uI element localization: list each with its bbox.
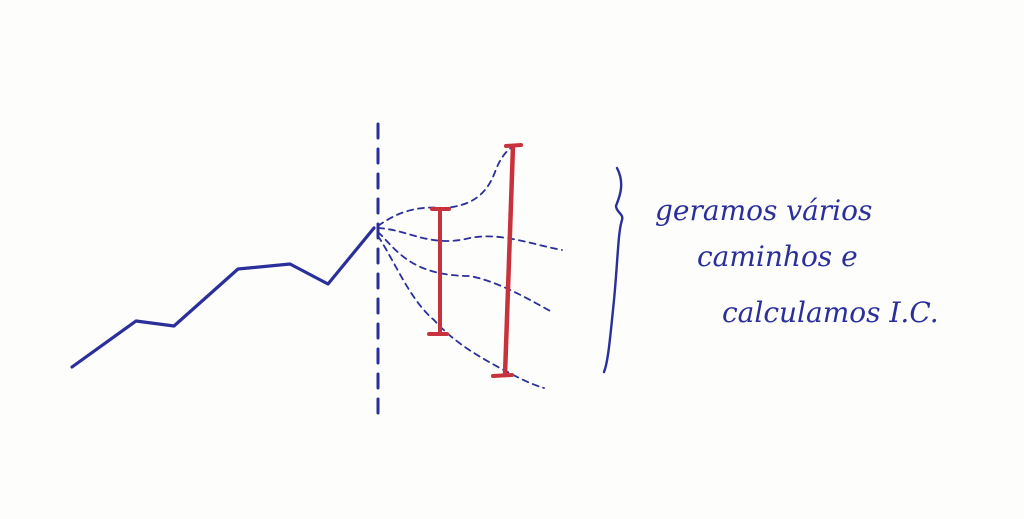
confidence-interval-bar-1	[427, 207, 451, 336]
simulated-path-1	[377, 145, 516, 227]
confidence-interval-bar-2	[491, 143, 523, 378]
annotation-line-1: geramos vários	[655, 194, 872, 227]
annotation-line-2: caminhos e	[697, 240, 858, 273]
annotation-line-3: calculamos I.C.	[722, 296, 939, 329]
curly-brace	[602, 166, 624, 374]
simulated-paths	[377, 145, 563, 389]
simulated-path-3	[377, 231, 553, 313]
historical-series-line	[70, 226, 376, 369]
simulated-path-4	[377, 235, 545, 389]
simulated-path-2	[377, 227, 563, 251]
